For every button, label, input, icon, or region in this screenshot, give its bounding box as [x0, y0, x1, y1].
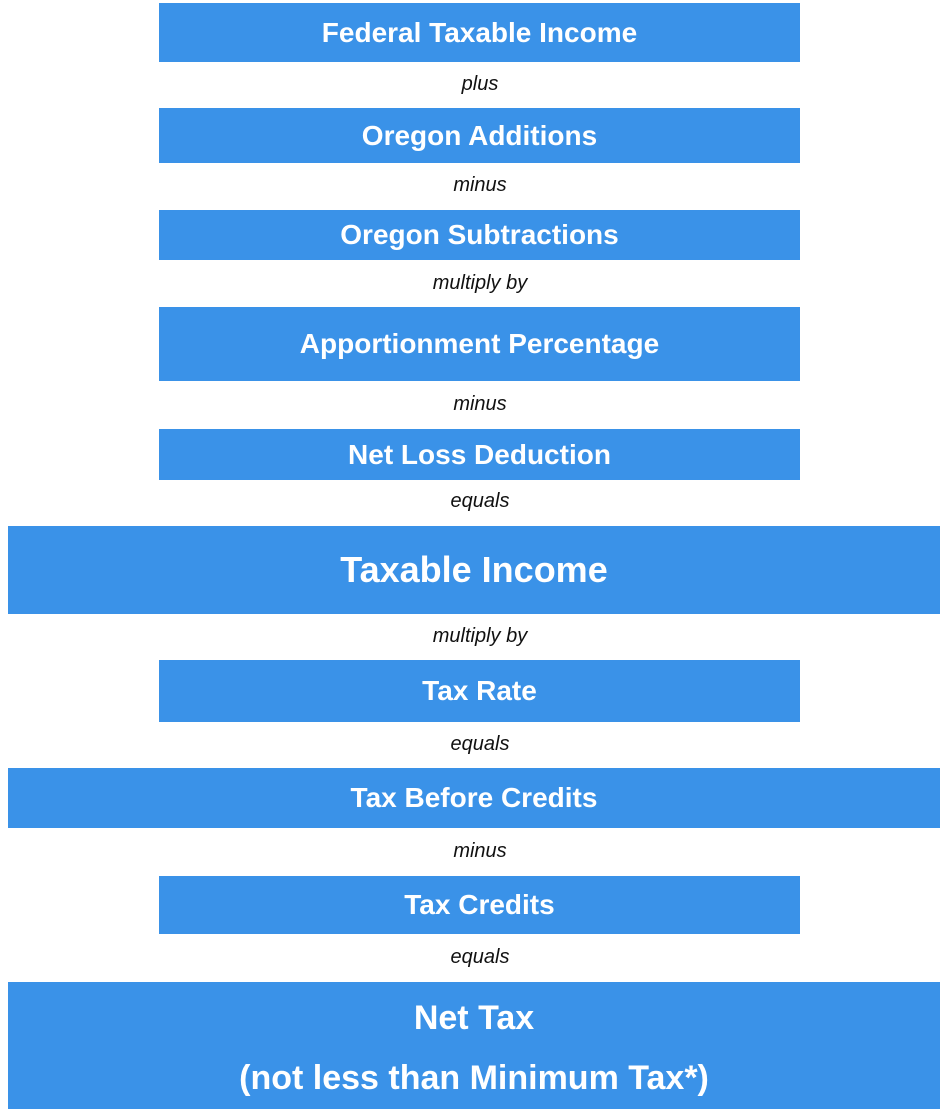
- operator: minus: [453, 174, 507, 196]
- step-box: Tax Before Credits: [8, 768, 940, 828]
- operator: minus: [453, 393, 507, 415]
- step-label: Oregon Additions: [361, 119, 598, 151]
- operator: plus: [461, 73, 499, 95]
- step-box: Taxable Income: [8, 526, 940, 614]
- step-box: Federal Taxable Income: [159, 3, 800, 62]
- step-label: Apportionment Percentage: [299, 328, 660, 359]
- operator: minus: [453, 840, 507, 862]
- operator: multiply by: [432, 272, 528, 294]
- step-label: Tax Credits: [404, 889, 555, 920]
- step-box: Tax Rate: [159, 660, 800, 722]
- step-box: Oregon Subtractions: [159, 210, 800, 260]
- step-box: Tax Credits: [159, 876, 800, 934]
- step-label: Taxable Income: [340, 549, 608, 590]
- step-box: Net Tax (not less than Minimum Tax*): [8, 982, 940, 1109]
- step-label: Tax Rate: [422, 675, 537, 706]
- operator: equals: [450, 490, 510, 512]
- step-label: Oregon Subtractions: [340, 219, 619, 250]
- step-label: Net Tax: [413, 998, 535, 1037]
- operator: multiply by: [432, 625, 528, 647]
- step-label: Federal Taxable Income: [321, 16, 638, 48]
- step-label: (not less than Minimum Tax*): [239, 1059, 709, 1098]
- step-label: Net Loss Deduction: [348, 438, 611, 470]
- step-box: Net Loss Deduction: [159, 429, 800, 480]
- operator: equals: [450, 946, 510, 968]
- step-label: Tax Before Credits: [350, 782, 598, 813]
- step-box: Apportionment Percentage: [159, 307, 800, 381]
- step-box: Oregon Additions: [159, 108, 800, 163]
- operator: equals: [450, 733, 510, 755]
